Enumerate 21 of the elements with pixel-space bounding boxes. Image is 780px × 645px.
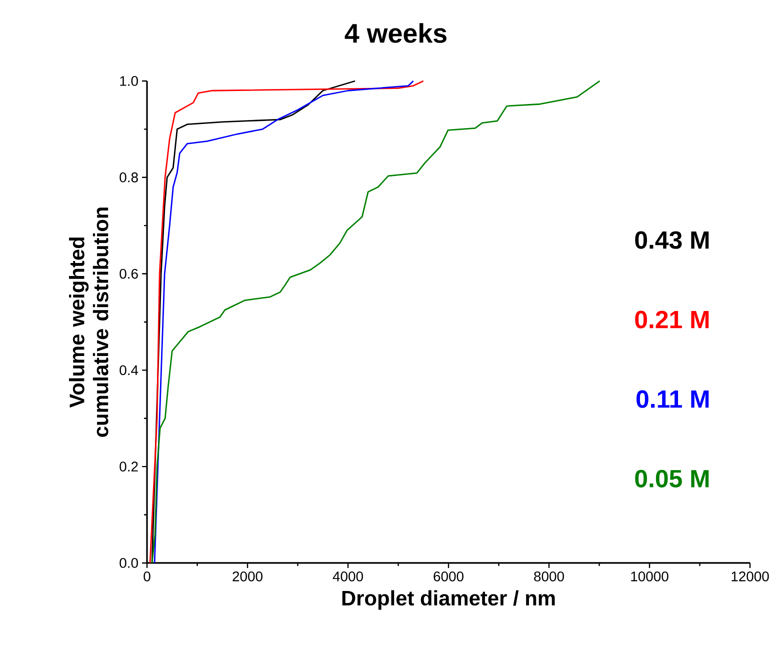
x-tick-label: 12000 (732, 571, 769, 582)
x-axis-title: Droplet diameter / nm (342, 590, 555, 610)
x-tick-label: 6000 (434, 571, 464, 582)
y-tick-label: 0.6 (120, 268, 138, 279)
text: 0.05 M (635, 470, 709, 488)
y-tick-label: 0.8 (120, 172, 138, 182)
line-series (151, 80, 600, 564)
text: 0.11 M (636, 390, 709, 408)
x-tick-label: 4000 (332, 571, 363, 582)
y-tick-label: 0.2 (120, 462, 138, 472)
y-tick-label: 0.4 (120, 365, 138, 376)
x-tick-label: 0 (144, 571, 150, 582)
y-tick-label: 1.0 (120, 76, 138, 86)
text: 0.43 M (635, 231, 709, 249)
x-tick-label: 8000 (534, 571, 564, 582)
y-axis-title: Volume weighted cumulative distribution (69, 208, 108, 437)
y-tick-label: 0.0 (120, 558, 138, 568)
text: 0.21 M (635, 310, 709, 328)
chart-title: 4 weeks (344, 23, 446, 43)
x-tick-label: 10000 (631, 571, 668, 582)
x-tick-label: 2000 (232, 571, 262, 582)
